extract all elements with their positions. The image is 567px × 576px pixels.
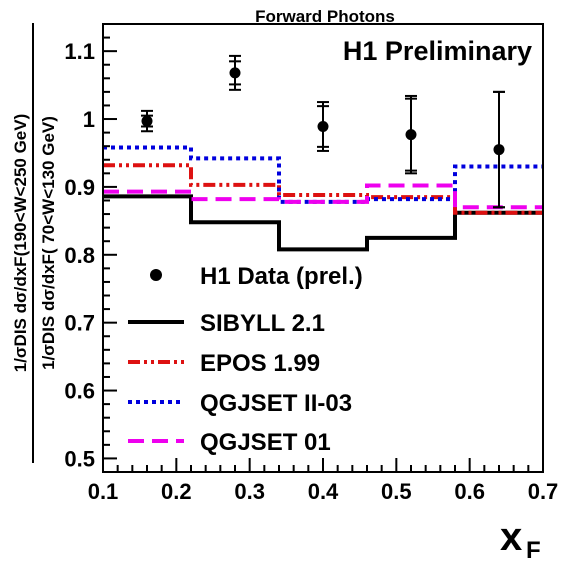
x-tick-label-2: 0.3 [234,479,265,504]
data-point-2 [317,120,329,132]
y-axis-label-denominator: 1/σDIS dσ/dxF( 70<W<130 GeV) [39,116,58,370]
y-tick-label-4: 0.9 [64,175,95,200]
legend-label-3: QGJSET 01 [200,429,331,456]
y-tick-label-0: 0.5 [64,446,95,471]
x-tick-label-0: 0.1 [88,479,119,504]
y-tick-label-3: 0.8 [64,243,95,268]
y-axis-label-numerator: 1/σDIS dσ/dxF(190<W<250 GeV) [11,114,30,373]
y-tick-label-1: 0.6 [64,379,95,404]
legend-marker-data [150,269,162,281]
x-tick-label-5: 0.6 [454,479,485,504]
legend-label-2: QGJSET II-03 [200,390,352,417]
data-point-3 [405,129,417,141]
series-line-3 [103,183,543,210]
data-point-4 [493,144,505,156]
y-tick-label-5: 1 [83,107,95,132]
legend-label-data: H1 Data (prel.) [200,263,363,290]
y-axis-label: 1/σDIS dσ/dxF(190<W<250 GeV) 1/σDIS dσ/d… [11,23,58,463]
plot-area [103,54,543,252]
x-tick-label-3: 0.4 [308,479,339,504]
legend: H1 Data (prel.) SIBYLL 2.1 EPOS 1.99 QGJSET… [128,263,363,456]
legend-label-1: EPOS 1.99 [200,350,320,377]
data-point-1 [229,67,241,79]
axes: 0.1 0.2 0.3 0.4 0.5 0.6 0.7 0.5 0.6 0.7 0.8 0.9 1 1.1 [64,23,559,504]
chart-title: Forward Photons [255,7,395,26]
y-tick-label-6: 1.1 [64,39,95,64]
x-axis-label-main: x [500,515,522,559]
data-point-0 [141,115,153,127]
x-tick-label-1: 0.2 [161,479,192,504]
x-tick-label-4: 0.5 [381,479,412,504]
x-tick-label-6: 0.7 [528,479,559,504]
x-axis-label: x F [500,515,541,564]
y-tick-label-2: 0.7 [64,311,95,336]
legend-label-0: SIBYLL 2.1 [200,310,325,337]
x-axis-label-subscript: F [526,537,541,564]
series-line-0 [103,194,543,252]
annotation-h1-preliminary: H1 Preliminary [343,36,532,66]
